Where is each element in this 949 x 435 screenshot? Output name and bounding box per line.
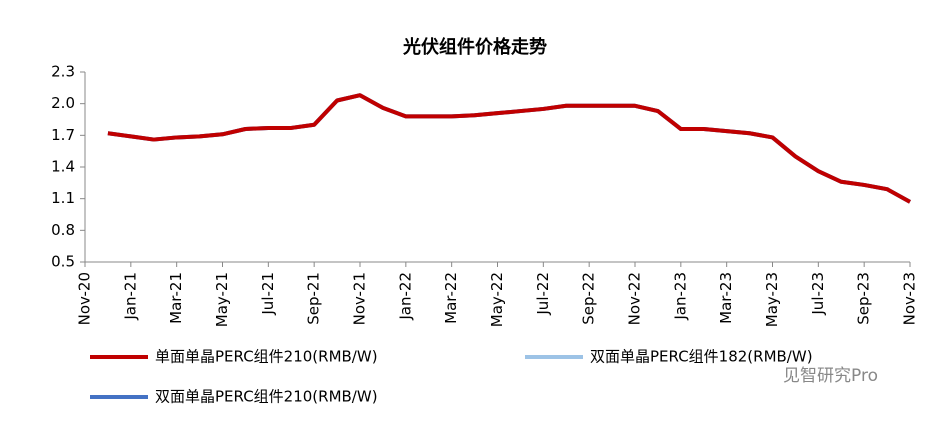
legend-label: 双面单晶PERC组件210(RMB/W) bbox=[155, 388, 378, 406]
series-line bbox=[107, 93, 911, 204]
x-tick-label: Nov-20 bbox=[76, 272, 94, 325]
legend-label: 双面单晶PERC组件182(RMB/W) bbox=[590, 348, 813, 366]
x-tick-label: Jan-21 bbox=[121, 272, 139, 321]
x-tick-label: Nov-23 bbox=[901, 272, 919, 325]
x-tick-label: Nov-22 bbox=[626, 272, 644, 325]
legend-label: 单面单晶PERC组件210(RMB/W) bbox=[155, 348, 378, 366]
x-tick-label: Jul-22 bbox=[534, 272, 552, 316]
x-tick-label: May-23 bbox=[763, 272, 781, 327]
x-tick-label: Nov-21 bbox=[351, 272, 369, 325]
x-tick-label: Sep-21 bbox=[305, 272, 323, 325]
y-tick-label: 2.3 bbox=[51, 63, 75, 81]
x-tick-label: Jul-21 bbox=[259, 272, 277, 316]
chart-title: 光伏组件价格走势 bbox=[402, 36, 547, 58]
y-tick-label: 1.4 bbox=[51, 158, 75, 176]
x-tick-label: Sep-22 bbox=[580, 272, 598, 325]
y-tick-label: 1.1 bbox=[51, 189, 75, 207]
y-tick-label: 1.7 bbox=[51, 126, 75, 144]
y-tick-label: 0.8 bbox=[51, 221, 75, 239]
y-tick-label: 2.0 bbox=[51, 94, 75, 112]
x-tick-label: Jan-22 bbox=[396, 272, 414, 321]
x-tick-label: May-22 bbox=[488, 272, 506, 327]
x-tick-label: Mar-22 bbox=[442, 272, 460, 324]
x-tick-label: Jul-23 bbox=[809, 272, 827, 316]
x-tick-label: Sep-23 bbox=[855, 272, 873, 325]
x-tick-label: Mar-23 bbox=[717, 272, 735, 324]
x-tick-label: Jan-23 bbox=[671, 272, 689, 321]
x-tick-label: Mar-21 bbox=[167, 272, 185, 324]
y-tick-label: 0.5 bbox=[51, 253, 75, 271]
x-tick-label: May-21 bbox=[213, 272, 231, 327]
watermark: 见智研究Pro bbox=[783, 366, 878, 386]
